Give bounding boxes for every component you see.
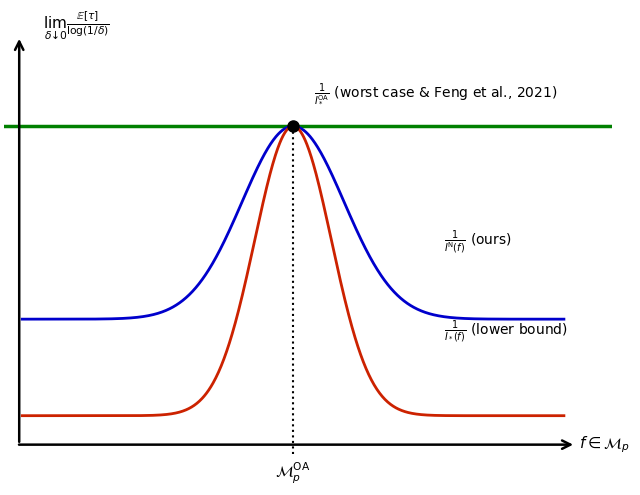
Text: $\mathcal{M}_p^{\mathrm{OA}}$: $\mathcal{M}_p^{\mathrm{OA}}$ (275, 461, 311, 486)
Text: $\lim_{\delta\downarrow 0}\frac{\mathbb{E}[\tau]}{\log(1/\delta)}$: $\lim_{\delta\downarrow 0}\frac{\mathbb{… (44, 10, 110, 43)
Text: $f \in \mathcal{M}_p$: $f \in \mathcal{M}_p$ (579, 434, 630, 455)
Text: $\frac{1}{I^{\mathrm{N}}(f)}$ (ours): $\frac{1}{I^{\mathrm{N}}(f)}$ (ours) (444, 228, 511, 256)
Text: $\frac{1}{I_*^{\mathrm{OA}}}$ (worst case & Feng et al., 2021): $\frac{1}{I_*^{\mathrm{OA}}}$ (worst cas… (314, 81, 557, 107)
Text: $\frac{1}{I_*(f)}$ (lower bound): $\frac{1}{I_*(f)}$ (lower bound) (444, 319, 568, 345)
